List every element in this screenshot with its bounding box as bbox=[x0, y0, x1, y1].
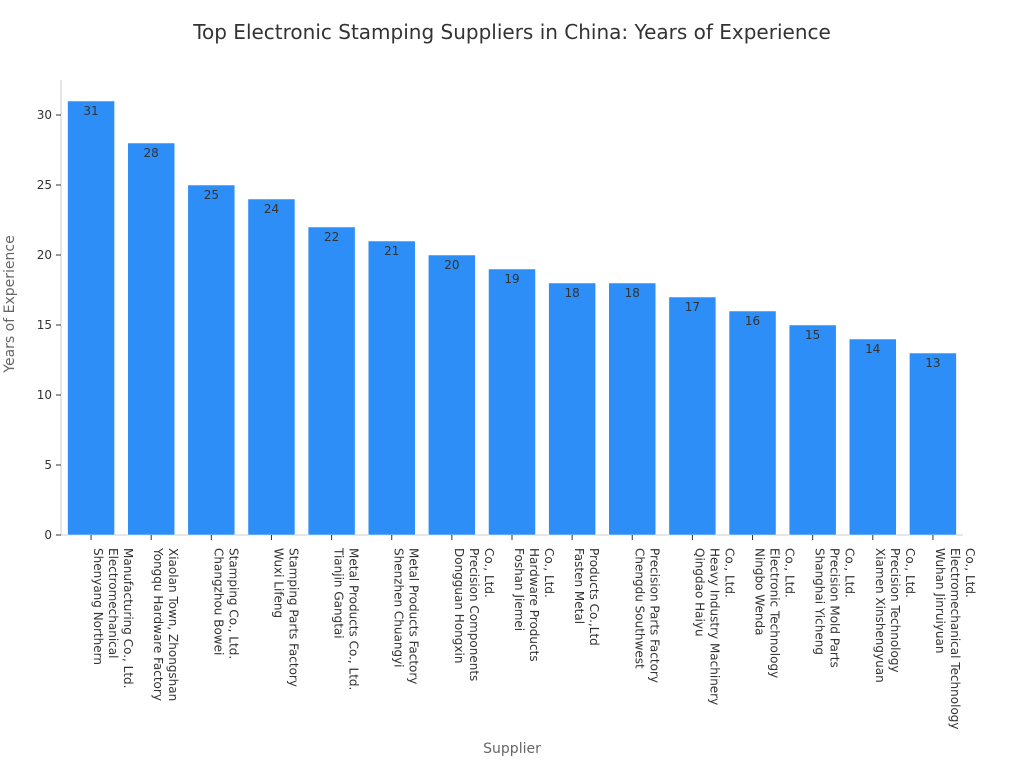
x-tick-label-line: Products Co.,Ltd bbox=[587, 548, 601, 646]
x-tick-label-line: Co., Ltd. bbox=[903, 548, 917, 598]
bar bbox=[67, 100, 115, 536]
bar bbox=[788, 324, 837, 536]
x-tick-label: Qingdao Haiyu Heavy Industry Machinery Co.… bbox=[692, 548, 736, 705]
x-tick-label-line: Precision Parts Factory bbox=[647, 548, 661, 683]
x-tick-label-line: Tianjin Gangtai bbox=[332, 547, 346, 639]
x-tick-label: Changzhou Bowei Stamping Co., Ltd. bbox=[211, 548, 240, 659]
bar-value-label: 22 bbox=[324, 230, 339, 244]
bar-value-label: 18 bbox=[564, 286, 579, 300]
x-tick-label-line: Precision Components bbox=[467, 548, 481, 681]
bar-value-label: 16 bbox=[745, 314, 760, 328]
x-tick-label: Wuhan Jinruiyuan Electromechanical Techno… bbox=[933, 548, 977, 730]
x-tick-label-line: Hardware Products bbox=[527, 548, 541, 662]
x-tick-label: Xiamen Xinshengyuan Precision Technology C… bbox=[873, 548, 917, 683]
x-tick-label-line: Co., Ltd. bbox=[482, 548, 496, 598]
x-tick-label-line: Chengdu Southwest bbox=[632, 548, 646, 669]
x-tick-label-line: Changzhou Bowei bbox=[211, 548, 225, 655]
x-tick-label-line: Yongqu Hardware Factory bbox=[151, 547, 165, 701]
bar bbox=[127, 142, 175, 536]
x-tick-label-line: Co., Ltd. bbox=[843, 548, 857, 598]
x-tick-label-line: Shenzhen Chuangyi bbox=[392, 548, 406, 668]
x-tick-label-line: Fasten Metal bbox=[572, 548, 586, 624]
y-tick-label: 15 bbox=[37, 318, 52, 332]
bar bbox=[367, 240, 416, 536]
y-axis-title: Years of Experience bbox=[2, 235, 18, 373]
y-tick-label: 10 bbox=[37, 388, 52, 402]
x-tick-label-line: Wuhan Jinruiyuan bbox=[933, 548, 947, 653]
bar bbox=[608, 282, 657, 536]
bar-value-label: 28 bbox=[144, 146, 159, 160]
x-tick-label: Chengdu Southwest Precision Parts Factory bbox=[632, 548, 661, 683]
x-tick-label-line: Manufacturing Co., Ltd. bbox=[121, 548, 135, 688]
bar bbox=[548, 282, 596, 536]
y-tick-label: 30 bbox=[37, 108, 52, 122]
bar-value-label: 19 bbox=[504, 272, 519, 286]
x-tick-label-line: Ningbo Wenda bbox=[753, 548, 767, 635]
bar-value-label: 21 bbox=[384, 244, 399, 258]
x-tick-label-line: Xiaolan Town, Zhongshan bbox=[166, 548, 180, 701]
x-tick-label-line: Xiamen Xinshengyuan bbox=[873, 548, 887, 683]
bar bbox=[307, 226, 356, 536]
x-tick-label-line: Heavy Industry Machinery bbox=[707, 548, 721, 705]
x-tick-label: Tianjin Gangtai Metal Products Co., Ltd. bbox=[332, 547, 361, 690]
x-tick-label-line: Co., Ltd. bbox=[783, 548, 797, 598]
x-tick-label-line: Precision Mold Parts bbox=[828, 548, 842, 668]
x-tick-label: Wuxi Lifeng Stamping Parts Factory bbox=[271, 548, 300, 687]
x-tick-label: Shenzhen Chuangyi Metal Products Factory bbox=[392, 548, 421, 684]
x-tick-label-line: Stamping Parts Factory bbox=[286, 548, 300, 687]
x-axis-title: Supplier bbox=[483, 741, 541, 757]
x-tick-label-line: Dongguan Hongxin bbox=[452, 548, 466, 663]
bar-value-label: 25 bbox=[204, 188, 219, 202]
bar bbox=[909, 352, 957, 536]
x-tick-label-line: Co., Ltd. bbox=[722, 548, 736, 598]
y-tick-label: 0 bbox=[44, 528, 52, 542]
x-tick-label-line: Foshan Jiemei bbox=[512, 548, 526, 631]
bar-value-label: 20 bbox=[444, 258, 459, 272]
x-tick-label-line: Co., Ltd. bbox=[963, 548, 977, 598]
x-tick-label: Ningbo Wenda Electronic Technology Co., Lt… bbox=[753, 548, 797, 678]
bar bbox=[187, 184, 236, 536]
bar-value-label: 14 bbox=[865, 342, 880, 356]
bar bbox=[668, 296, 717, 536]
y-tick-label: 20 bbox=[37, 248, 52, 262]
x-tick-label: Shenyang Northern Electromechanical Manufa… bbox=[91, 548, 135, 688]
bar-value-label: 15 bbox=[805, 328, 820, 342]
y-tick-label: 25 bbox=[37, 178, 52, 192]
x-tick-label-line: Metal Products Factory bbox=[407, 548, 421, 684]
x-tick-label: Dongguan Hongxin Precision Components Co.,… bbox=[452, 548, 496, 681]
bar-value-label: 17 bbox=[685, 300, 700, 314]
x-tick-label-line: Wuxi Lifeng bbox=[271, 548, 285, 618]
x-tick-label: Foshan Jiemei Hardware Products Co., Ltd. bbox=[512, 548, 556, 662]
bar bbox=[728, 310, 777, 536]
bar bbox=[849, 338, 897, 536]
x-tick-label-line: Shanghai Yicheng bbox=[813, 548, 827, 655]
x-tick-label-line: Qingdao Haiyu bbox=[692, 548, 706, 637]
x-tick-label: Shanghai Yicheng Precision Mold Parts Co.,… bbox=[813, 548, 857, 668]
bar bbox=[428, 254, 476, 536]
bar-value-label: 31 bbox=[83, 104, 98, 118]
bar-value-label: 24 bbox=[264, 202, 279, 216]
x-tick-label-line: Stamping Co., Ltd. bbox=[226, 548, 240, 659]
x-tick-label: Fasten Metal Products Co.,Ltd bbox=[572, 548, 601, 646]
bar-value-label: 13 bbox=[925, 356, 940, 370]
bar bbox=[488, 268, 536, 536]
y-tick-label: 5 bbox=[44, 458, 52, 472]
x-tick-label-line: Electronic Technology bbox=[768, 548, 782, 678]
x-tick-label-line: Metal Products Co., Ltd. bbox=[347, 548, 361, 690]
bar-value-label: 18 bbox=[625, 286, 640, 300]
bar bbox=[247, 198, 296, 536]
x-tick-label: Yongqu Hardware Factory Xiaolan Town, Zho… bbox=[151, 547, 180, 701]
x-tick-label-line: Electromechanical bbox=[106, 548, 120, 658]
x-tick-label-line: Shenyang Northern bbox=[91, 548, 105, 665]
x-tick-label-line: Precision Technology bbox=[888, 548, 902, 673]
chart-title: Top Electronic Stamping Suppliers in Chi… bbox=[193, 20, 831, 44]
x-tick-label-line: Co., Ltd. bbox=[542, 548, 556, 598]
x-tick-label-line: Electromechanical Technology bbox=[948, 548, 962, 730]
